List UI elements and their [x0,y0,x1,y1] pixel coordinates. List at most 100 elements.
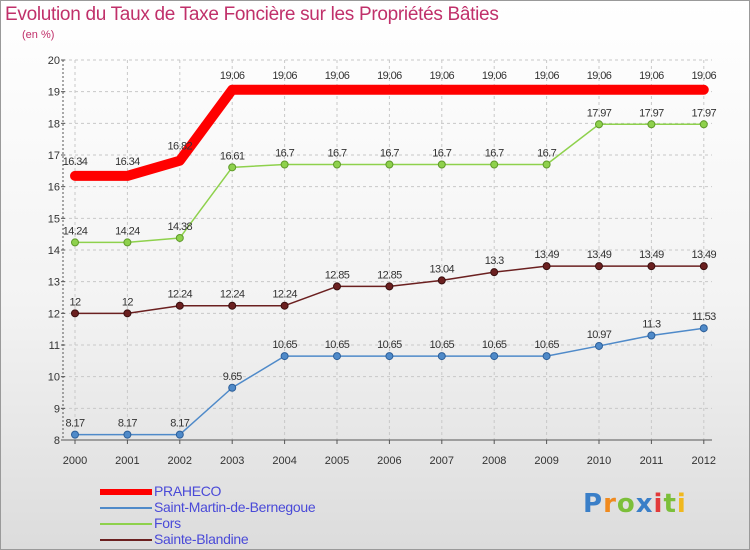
data-point [699,262,708,271]
data-label: 11.53 [692,311,716,323]
data-point [228,301,237,310]
data-point [437,160,446,169]
data-point [385,282,394,291]
data-point [542,160,551,169]
y-tick-label: 18 [48,118,60,130]
data-point [228,383,237,392]
data-label: 11.3 [642,319,661,331]
x-tick-label: 2009 [534,455,558,467]
data-label: 12.85 [377,269,402,281]
proxiti-logo: Proxiti [583,489,687,519]
data-label: 17.97 [692,107,717,119]
legend-label-saint-martin: Saint-Martin-de-Bernegoue [154,499,316,515]
legend-label-praheco: PRAHECO [154,483,222,499]
legend-swatch-fors [100,523,152,525]
data-point [123,309,132,318]
data-label: 16.7 [485,148,504,160]
data-point [490,160,499,169]
data-label: 16.7 [275,148,294,160]
legend-swatch-praheco [100,489,152,495]
series-line-praheco [70,84,709,181]
x-tick-label: 2005 [325,455,349,467]
y-tick-label: 10 [48,372,60,384]
data-point [175,301,184,310]
data-point [280,352,289,361]
data-label: 13.49 [639,249,664,261]
x-tick-label: 2002 [168,455,192,467]
data-point [437,276,446,285]
data-point [280,301,289,310]
x-tick-label: 2008 [482,455,506,467]
data-label: 14.38 [168,221,193,233]
data-point [123,238,132,247]
data-point [175,233,184,242]
legend-swatch-saint-martin [100,507,152,509]
x-tick-label: 2007 [430,455,454,467]
data-point [333,282,341,291]
data-label: 19.06 [325,70,350,82]
data-point [333,160,341,169]
data-label: 16.61 [220,150,245,162]
data-label: 8.17 [65,418,84,430]
data-label: 16.82 [168,141,193,153]
data-label: 10.97 [587,329,612,341]
data-label: 19.06 [272,70,297,82]
data-point [280,160,289,169]
data-label: 13.3 [485,255,504,267]
data-label: 16.7 [380,148,399,160]
y-tick-label: 11 [49,340,60,352]
data-point [71,238,79,247]
y-axis-unit-label: (en %) [22,29,55,41]
y-tick-label: 13 [48,277,60,289]
data-label: 10.65 [325,339,350,351]
data-label: 12.24 [220,289,245,301]
data-label: 14.24 [115,225,140,237]
data-label: 19.06 [220,70,245,82]
data-point [595,120,603,129]
y-tick-label: 16 [48,182,60,194]
data-label: 19.06 [377,70,402,82]
data-label: 9.65 [223,371,242,383]
data-label: 12.85 [325,269,350,281]
data-point [490,268,499,277]
data-point [647,331,656,340]
x-tick-label: 2011 [640,455,664,467]
data-label: 8.17 [170,418,189,430]
data-point [385,160,394,169]
data-point [333,352,341,361]
data-label: 10.65 [534,339,559,351]
logo-letter: i [676,489,687,519]
x-tick-label: 2001 [115,455,139,467]
data-point [542,262,551,271]
data-point [71,309,79,318]
y-tick-label: 8 [54,435,60,447]
data-label: 19.06 [534,70,559,82]
data-label: 13.49 [587,249,612,261]
data-label: 16.34 [63,156,88,168]
data-point [699,120,708,129]
y-tick-label: 15 [48,213,60,225]
data-label: 19.06 [639,70,664,82]
x-tick-label: 2006 [377,455,401,467]
data-label: 13.04 [430,263,455,275]
data-label: 13.49 [692,249,717,261]
y-tick-label: 19 [48,87,60,99]
legend-label-sainte-blandine: Sainte-Blandine [154,531,249,547]
x-tick-label: 2012 [692,455,716,467]
logo-letter: i [653,489,664,519]
y-tick-label: 9 [54,403,60,415]
logo-letter: x [635,489,654,519]
data-label: 17.97 [639,107,664,119]
data-label: 10.65 [272,339,297,351]
data-point [647,120,656,129]
data-label: 16.7 [327,148,346,160]
logo-letter: r [603,489,617,519]
x-tick-label: 2004 [272,455,296,467]
data-point [595,341,603,350]
data-label: 10.65 [482,339,507,351]
data-label: 19.06 [587,70,612,82]
y-tick-label: 12 [48,308,60,320]
data-label: 10.65 [377,339,402,351]
data-point [490,352,499,361]
